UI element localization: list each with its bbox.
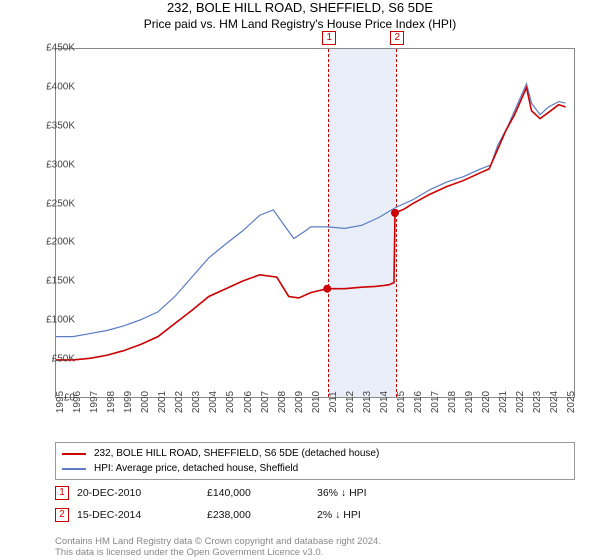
x-tick-label: 2025 bbox=[566, 391, 577, 413]
page-subtitle: Price paid vs. HM Land Registry's House … bbox=[0, 17, 600, 31]
x-tick-label: 2010 bbox=[311, 391, 322, 413]
series-hpi bbox=[56, 84, 566, 337]
y-tick-label: £300K bbox=[35, 159, 75, 170]
sale-date: 20-DEC-2010 bbox=[77, 487, 207, 499]
x-tick-label: 2006 bbox=[243, 391, 254, 413]
x-tick-label: 2021 bbox=[498, 391, 509, 413]
sale-delta: 36% ↓ HPI bbox=[317, 487, 367, 499]
sale-badge: 2 bbox=[55, 508, 69, 522]
series-price_paid bbox=[56, 88, 566, 360]
x-tick-label: 2015 bbox=[396, 391, 407, 413]
x-tick-label: 2012 bbox=[345, 391, 356, 413]
sale-badge: 1 bbox=[55, 486, 69, 500]
x-tick-label: 2019 bbox=[464, 391, 475, 413]
x-tick-label: 1998 bbox=[106, 391, 117, 413]
x-tick-label: 1999 bbox=[123, 391, 134, 413]
sale-marker bbox=[391, 209, 399, 217]
y-tick-label: £50K bbox=[35, 354, 75, 365]
x-tick-label: 2003 bbox=[191, 391, 202, 413]
flag-badge-2: 2 bbox=[390, 31, 404, 45]
sale-price: £140,000 bbox=[207, 487, 317, 499]
sale-price: £238,000 bbox=[207, 509, 317, 521]
footnote-line: This data is licensed under the Open Gov… bbox=[55, 547, 575, 558]
footnote: Contains HM Land Registry data © Crown c… bbox=[55, 536, 575, 558]
x-tick-label: 2022 bbox=[515, 391, 526, 413]
x-tick-label: 2007 bbox=[260, 391, 271, 413]
x-tick-label: 2024 bbox=[549, 391, 560, 413]
x-tick-label: 2018 bbox=[447, 391, 458, 413]
legend: 232, BOLE HILL ROAD, SHEFFIELD, S6 5DE (… bbox=[55, 442, 575, 480]
legend-label: HPI: Average price, detached house, Shef… bbox=[94, 461, 298, 476]
x-tick-label: 2002 bbox=[174, 391, 185, 413]
x-tick-label: 2016 bbox=[413, 391, 424, 413]
x-tick-label: 2000 bbox=[140, 391, 151, 413]
sale-marker bbox=[323, 285, 331, 293]
footnote-line: Contains HM Land Registry data © Crown c… bbox=[55, 536, 575, 547]
legend-label: 232, BOLE HILL ROAD, SHEFFIELD, S6 5DE (… bbox=[94, 446, 379, 461]
x-tick-label: 2001 bbox=[157, 391, 168, 413]
sale-date: 15-DEC-2014 bbox=[77, 509, 207, 521]
y-tick-label: £350K bbox=[35, 120, 75, 131]
page-title: 232, BOLE HILL ROAD, SHEFFIELD, S6 5DE bbox=[0, 0, 600, 15]
legend-row: 232, BOLE HILL ROAD, SHEFFIELD, S6 5DE (… bbox=[62, 446, 568, 461]
x-tick-label: 2013 bbox=[362, 391, 373, 413]
x-tick-label: 2014 bbox=[379, 391, 390, 413]
x-tick-label: 1997 bbox=[89, 391, 100, 413]
legend-swatch bbox=[62, 468, 86, 470]
chart-area: 1 2 bbox=[55, 48, 575, 398]
legend-row: HPI: Average price, detached house, Shef… bbox=[62, 461, 568, 476]
sale-row: 1 20-DEC-2010 £140,000 36% ↓ HPI bbox=[55, 486, 575, 500]
sale-delta: 2% ↓ HPI bbox=[317, 509, 361, 521]
y-tick-label: £400K bbox=[35, 81, 75, 92]
y-tick-label: £200K bbox=[35, 237, 75, 248]
x-tick-label: 2023 bbox=[532, 391, 543, 413]
x-tick-label: 2004 bbox=[208, 391, 219, 413]
sale-row: 2 15-DEC-2014 £238,000 2% ↓ HPI bbox=[55, 508, 575, 522]
y-tick-label: £250K bbox=[35, 198, 75, 209]
y-tick-label: £100K bbox=[35, 315, 75, 326]
x-tick-label: 2011 bbox=[328, 391, 339, 413]
x-tick-label: 2020 bbox=[481, 391, 492, 413]
x-tick-label: 2017 bbox=[430, 391, 441, 413]
x-tick-label: 2008 bbox=[277, 391, 288, 413]
y-tick-label: £150K bbox=[35, 276, 75, 287]
x-tick-label: 1995 bbox=[55, 391, 66, 413]
line-plot bbox=[56, 49, 574, 397]
y-tick-label: £450K bbox=[35, 43, 75, 54]
x-tick-label: 2009 bbox=[294, 391, 305, 413]
x-tick-label: 2005 bbox=[225, 391, 236, 413]
x-tick-label: 1996 bbox=[72, 391, 83, 413]
legend-swatch bbox=[62, 453, 86, 455]
flag-badge-1: 1 bbox=[322, 31, 336, 45]
